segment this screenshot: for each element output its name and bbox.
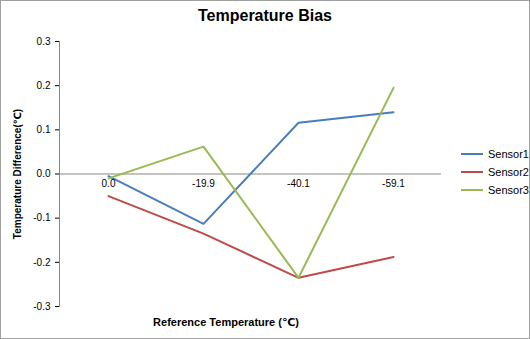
svg-text:-40.1: -40.1 [287,178,310,189]
svg-text:-59.1: -59.1 [382,178,405,189]
html-text:Sensor2: Sensor2 [488,165,529,178]
svg-text:-0.3: -0.3 [33,301,51,312]
svg-text:-19.9: -19.9 [192,178,215,189]
html-text:Sensor1: Sensor1 [488,147,529,160]
svg-text:0.1: 0.1 [37,124,51,135]
svg-text:0.2: 0.2 [37,80,51,91]
svg-text:Temperature Difference(℃): Temperature Difference(℃) [12,109,23,239]
svg-text:0.0: 0.0 [37,168,51,179]
svg-text:-0.1: -0.1 [33,212,51,223]
html-text:Reference Temperature (℃): Reference Temperature (℃) [153,316,299,328]
html-text:Sensor3: Sensor3 [488,183,529,196]
svg-text:0.3: 0.3 [37,36,51,47]
svg-text:-0.2: -0.2 [33,257,51,268]
html-text:Temperature Bias: Temperature Bias [198,7,332,24]
svg-text:0.0: 0.0 [102,178,116,189]
